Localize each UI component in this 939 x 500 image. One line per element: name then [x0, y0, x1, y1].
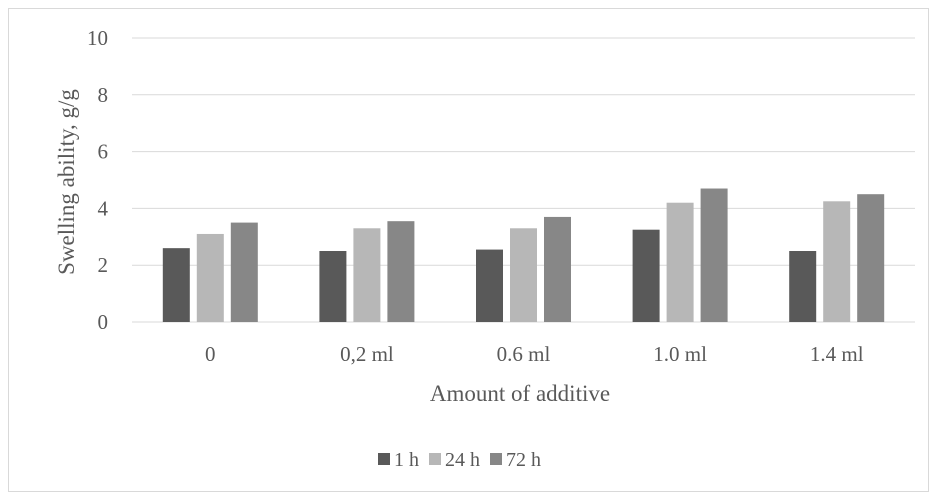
bars — [162, 188, 885, 322]
bar — [857, 194, 885, 322]
y-tick-label: 2 — [98, 253, 109, 277]
x-axis-title: Amount of additive — [430, 381, 610, 406]
bar — [387, 221, 415, 322]
bar — [476, 249, 503, 322]
chart-frame — [8, 8, 929, 492]
x-tick-label: 1.4 ml — [810, 342, 864, 366]
bar — [196, 233, 224, 322]
gridlines — [132, 37, 915, 323]
bar — [632, 229, 660, 322]
y-tick-label: 8 — [98, 83, 109, 107]
y-tick-label: 10 — [87, 26, 108, 50]
bar — [789, 251, 817, 322]
x-tick-label: 0 — [205, 342, 216, 366]
legend-swatch — [429, 453, 441, 465]
x-tick-label: 1.0 ml — [653, 342, 707, 366]
bar — [823, 201, 851, 322]
legend-swatch — [378, 453, 390, 465]
y-axis-title: Swelling ability, g/g — [54, 89, 79, 275]
legend-label: 24 h — [445, 449, 480, 471]
x-tick-label: 0.6 ml — [497, 342, 551, 366]
y-axis-ticks: 0 2 4 6 8 10 — [87, 26, 109, 334]
bar — [666, 202, 694, 322]
bar — [353, 228, 381, 322]
legend: 1 h 24 h 72 h — [378, 449, 541, 471]
y-tick-label: 4 — [98, 196, 109, 220]
x-tick-label: 0,2 ml — [340, 342, 394, 366]
bar — [230, 222, 258, 322]
bar — [319, 251, 347, 322]
bar — [510, 228, 537, 322]
bar — [544, 216, 571, 322]
bar — [700, 188, 728, 322]
legend-swatch — [490, 453, 502, 465]
legend-label: 72 h — [506, 449, 541, 471]
y-tick-label: 6 — [98, 140, 109, 164]
y-tick-label: 0 — [98, 310, 109, 334]
legend-label: 1 h — [394, 449, 419, 471]
x-axis-ticks: 0 0,2 ml 0.6 ml 1.0 ml 1.4 ml — [205, 342, 864, 366]
bar — [162, 248, 190, 322]
